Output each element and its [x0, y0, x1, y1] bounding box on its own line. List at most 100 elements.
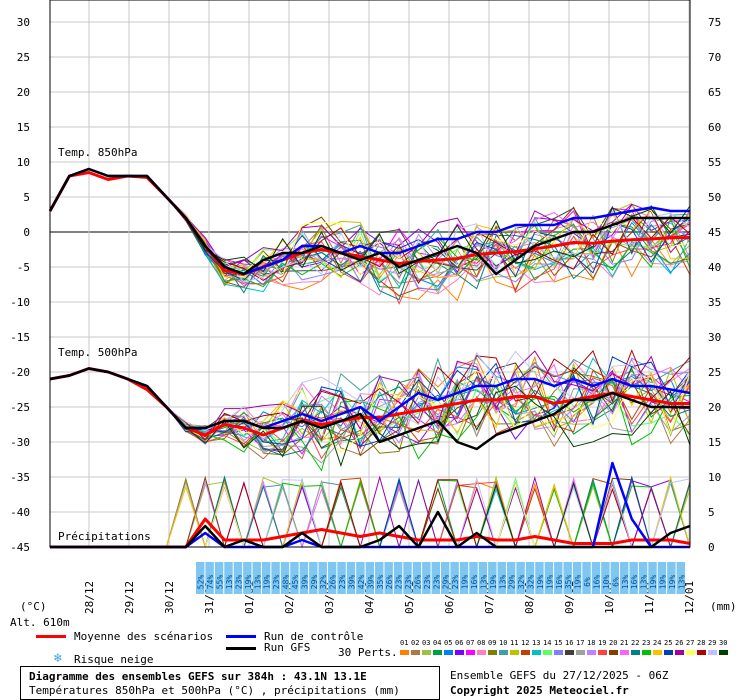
perturbation-id: 06 — [455, 639, 464, 647]
left-tick-label: -45 — [10, 541, 30, 554]
snow-cell — [271, 562, 280, 594]
main-series — [48, 167, 691, 549]
perturbation-id: 16 — [565, 639, 574, 647]
footer-subtitle: Températures 850hPa et 500hPa (°C) , pré… — [29, 684, 400, 697]
snow-risk-value: 19% — [574, 575, 583, 590]
perturbation-swatch — [466, 650, 475, 655]
snow-cell — [327, 562, 337, 594]
perturbation-swatch — [719, 650, 728, 655]
left-tick-label: 0 — [23, 226, 30, 239]
perturbation-swatch — [576, 650, 585, 655]
copyright: Copyright 2025 Meteociel.fr — [450, 684, 629, 697]
right-axis-unit: (mm) — [710, 600, 737, 613]
left-tick-label: -40 — [10, 506, 30, 519]
snow-cell — [205, 562, 214, 594]
perturbation-id: 22 — [631, 639, 640, 647]
perturbation-id: 04 — [433, 639, 442, 647]
perturbation-swatch — [598, 650, 607, 655]
plot-frame — [49, 0, 691, 548]
snow-risk-value: 16% — [592, 575, 601, 590]
perturbation-swatch — [675, 650, 684, 655]
snow-risk-value: 23% — [395, 575, 404, 590]
snow-cell — [214, 562, 224, 594]
snow-cell — [554, 562, 563, 594]
footer-title: Diagramme des ensembles GEFS sur 384h : … — [29, 670, 367, 683]
snow-cell — [441, 562, 450, 594]
snow-cell — [516, 562, 525, 594]
perturbation-swatch — [400, 650, 409, 655]
snow-risk-value: 19% — [263, 575, 272, 590]
snowflake-icon: ❄ — [54, 651, 62, 666]
perturbation-id: 19 — [598, 639, 607, 647]
right-tick-label: 0 — [708, 541, 715, 554]
snow-risk-value: 23% — [423, 575, 432, 590]
snow-cell — [488, 562, 497, 594]
perturbation-swatch — [532, 650, 541, 655]
perturbation-swatch — [565, 650, 574, 655]
right-tick-label: 40 — [708, 261, 721, 274]
series-t850 — [48, 167, 690, 276]
snow-cell — [280, 562, 290, 594]
snow-cell — [620, 562, 629, 594]
right-tick-label: 45 — [708, 226, 721, 239]
right-tick-label: 35 — [708, 296, 721, 309]
right-tick-label: 10 — [708, 471, 721, 484]
left-tick-label: 20 — [17, 86, 30, 99]
left-tick-label: -35 — [10, 471, 30, 484]
perturbation-swatch — [642, 650, 651, 655]
snow-cell — [657, 562, 667, 594]
perturbation-swatch — [455, 650, 464, 655]
right-tick-label: 25 — [708, 366, 721, 379]
series-t500 — [49, 367, 690, 451]
snow-risk-value: 13% — [498, 575, 507, 590]
snow-risk-value: 13% — [621, 575, 630, 590]
snow-risk-value: 29% — [442, 575, 451, 590]
snow-risk-value: 39% — [366, 575, 375, 590]
left-tick-label: 5 — [23, 191, 30, 204]
perturbation-line — [49, 171, 691, 305]
x-date-label: 30/12 — [163, 581, 176, 614]
snow-cell — [610, 562, 620, 594]
perturbation-line — [49, 171, 691, 277]
perturbation-id: 05 — [444, 639, 453, 647]
snow-risk-value: 23% — [432, 575, 441, 590]
perturbation-swatch — [609, 650, 618, 655]
snow-cell — [638, 562, 648, 594]
perturbations-label: 30 Perts. — [338, 646, 398, 659]
snow-risk-value: 13% — [677, 575, 686, 590]
snow-risk-value: 19% — [536, 575, 545, 590]
snow-risk-value: 45% — [291, 575, 300, 590]
snow-cell — [412, 562, 422, 594]
perturbation-swatch — [554, 650, 563, 655]
perturbation-swatch — [477, 650, 486, 655]
snow-risk-value: 6% — [583, 577, 592, 587]
perturbation-swatch — [631, 650, 640, 655]
right-tick-label: 70 — [708, 51, 721, 64]
perturbation-swatch — [488, 650, 497, 655]
snow-cell — [403, 562, 412, 594]
snow-cell — [676, 562, 685, 594]
snow-risk-value: 16% — [555, 575, 564, 590]
right-tick-label: 30 — [708, 331, 721, 344]
snow-risk-value: 35% — [564, 575, 573, 590]
snow-risk-value: 55% — [216, 575, 225, 590]
perturbation-line — [49, 171, 691, 283]
legend-mean-label: Moyenne des scénarios — [74, 630, 214, 643]
right-tick-label: 5 — [708, 506, 715, 519]
snow-risk-value: 23% — [404, 575, 413, 590]
right-tick-label: 50 — [708, 191, 721, 204]
snow-cell — [506, 562, 516, 594]
perturbation-id: 09 — [488, 639, 497, 647]
snow-risk-value: 32% — [319, 575, 328, 590]
perturbation-id: 25 — [664, 639, 673, 647]
label-t850: Temp. 850hPa — [58, 146, 138, 159]
perturbation-swatch — [653, 650, 662, 655]
snow-cell — [299, 562, 309, 594]
perturbation-swatch — [697, 650, 706, 655]
perturbation-id: 11 — [510, 639, 519, 647]
perturbation-id: 01 — [400, 639, 409, 647]
snow-risk-value: 16% — [470, 575, 479, 590]
snow-risk-value: 52% — [197, 575, 206, 590]
snow-risk-strip: 52% 74% 55% 13% 23% 19% 13% 19% 23% 48% 45% 39% 29% 3… — [196, 562, 686, 594]
